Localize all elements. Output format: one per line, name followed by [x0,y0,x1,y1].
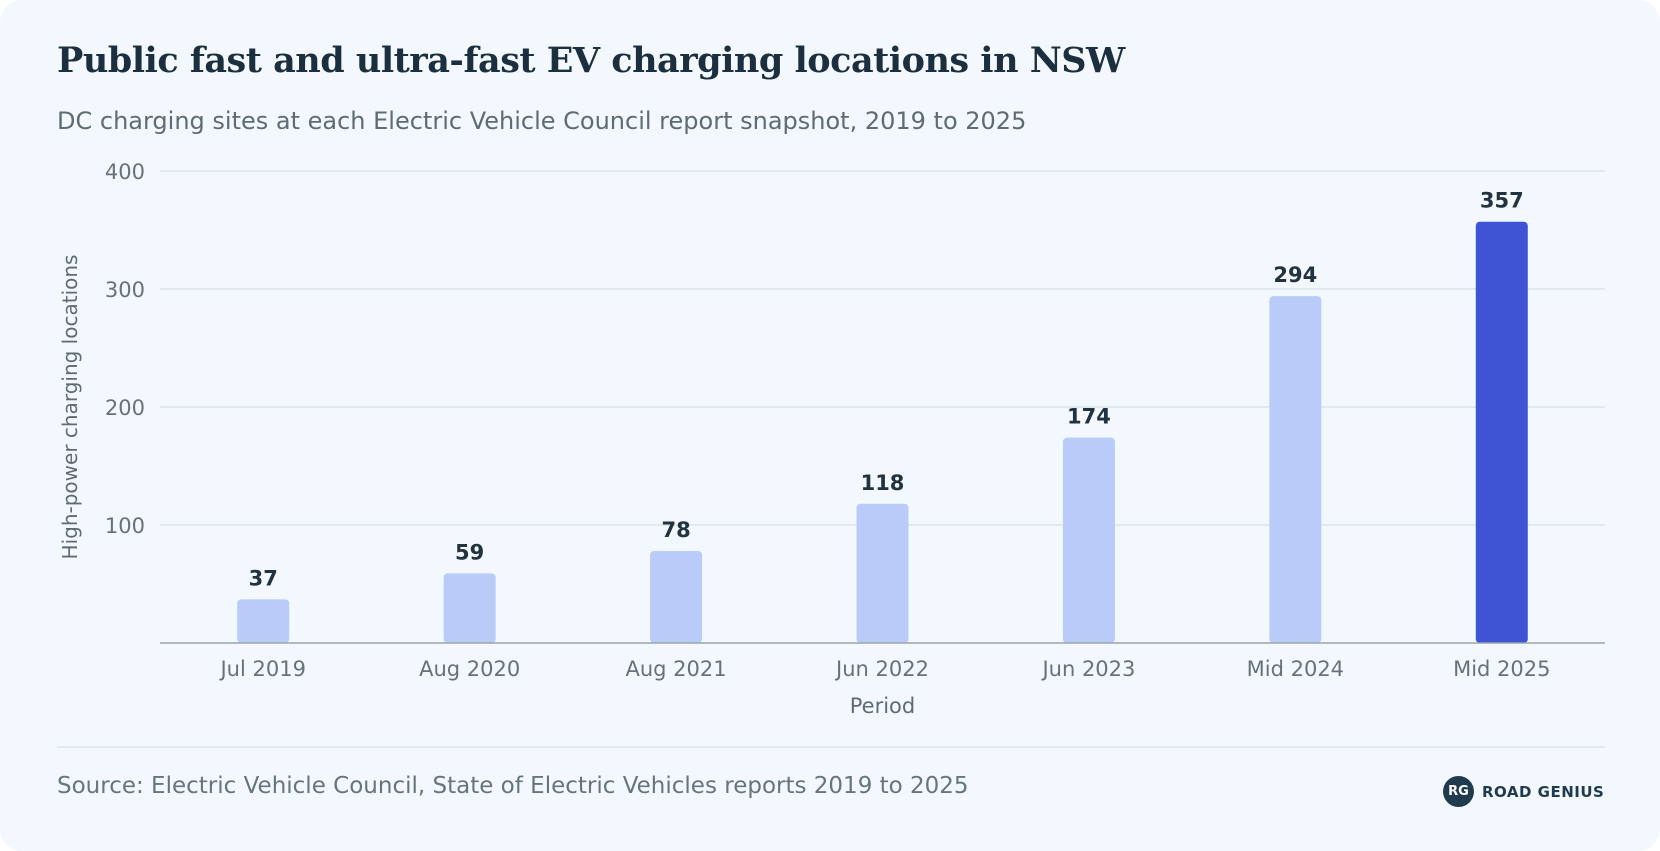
bar-value-label: 294 [1273,263,1317,287]
chart-subtitle: DC charging sites at each Electric Vehic… [57,107,1027,135]
logo-mark-icon: RG [1443,776,1474,807]
x-tick-label: Mid 2024 [1247,657,1344,681]
x-tick-label: Aug 2021 [626,657,727,681]
bar-value-label: 357 [1480,189,1524,213]
y-tick-label: 200 [105,396,145,420]
bar-value-label: 78 [661,518,690,542]
bar [856,503,909,643]
bar [1062,437,1115,643]
y-axis-title: High-power charging locations [58,255,82,560]
y-tick-label: 400 [105,160,145,184]
x-tick-label: Jun 2022 [834,657,929,681]
bar [1269,296,1322,643]
x-tick-label: Jul 2019 [218,657,305,681]
brand-logo: RG ROAD GENIUS [1443,776,1604,807]
bar [1475,221,1528,644]
source-note: Source: Electric Vehicle Council, State … [57,773,969,799]
bar [443,573,496,643]
bar [650,550,703,643]
x-axis-title: Period [850,694,915,718]
x-tick-label: Aug 2020 [419,657,520,681]
bar [237,599,290,643]
bar-value-label: 118 [861,471,905,495]
y-tick-label: 100 [105,514,145,538]
x-tick-label: Mid 2025 [1453,657,1550,681]
x-tick-label: Jun 2023 [1040,657,1135,681]
bar-value-label: 59 [455,540,484,564]
logo-text: ROAD GENIUS [1482,782,1605,801]
chart-title: Public fast and ultra-fast EV charging l… [57,40,1125,81]
y-tick-label: 300 [105,278,145,302]
bar-value-label: 37 [249,566,278,590]
bar-value-label: 174 [1067,405,1111,429]
